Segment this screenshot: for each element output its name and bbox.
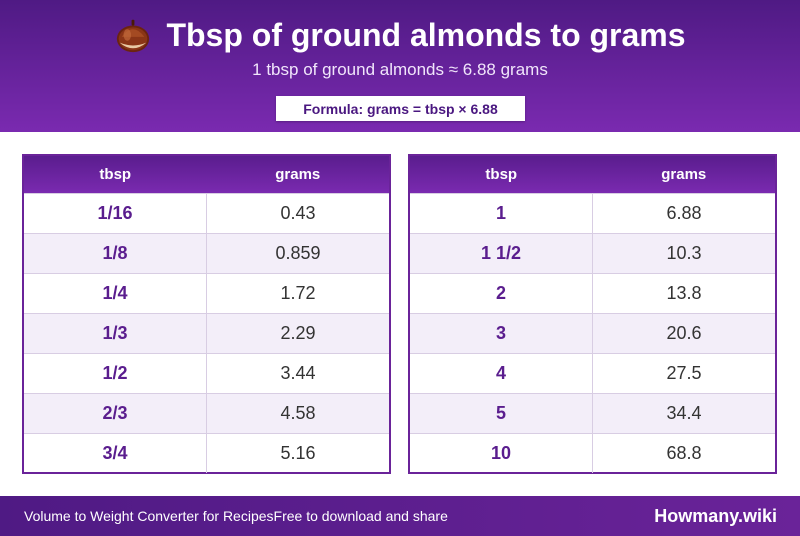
formula-badge: Formula: grams = tbsp × 6.88	[276, 96, 525, 121]
tbsp-cell: 1/4	[24, 274, 207, 313]
tbsp-cell: 2/3	[24, 394, 207, 433]
table-header: tbsp grams	[24, 156, 389, 193]
grams-cell: 68.8	[666, 443, 702, 463]
table-row: 3 20.6	[410, 313, 775, 353]
table-row: 10 68.8	[410, 433, 775, 473]
table-row: 1/2 3.44	[24, 353, 389, 393]
tbsp-cell: 2	[410, 274, 593, 313]
table-row: 2/3 4.58	[24, 393, 389, 433]
tbsp-cell: 3/4	[24, 434, 207, 473]
footer-brand[interactable]: Howmany.wiki	[654, 505, 777, 526]
table-row: 5 34.4	[410, 393, 775, 433]
header-banner: Tbsp of ground almonds to grams 1 tbsp o…	[0, 0, 800, 132]
grams-cell: 0.859	[275, 243, 321, 263]
grams-cell: 34.4	[666, 403, 702, 423]
grams-cell: 0.43	[280, 203, 316, 223]
tbsp-cell: 1	[410, 194, 593, 233]
tbsp-cell: 1/16	[24, 194, 207, 233]
tbsp-cell: 1/3	[24, 314, 207, 353]
grams-cell: 1.72	[280, 283, 316, 303]
grams-cell: 4.58	[280, 403, 316, 423]
table-row: 1/8 0.859	[24, 233, 389, 273]
table-row: 4 27.5	[410, 353, 775, 393]
page-title: Tbsp of ground almonds to grams	[166, 16, 686, 53]
table-row: 3/4 5.16	[24, 433, 389, 473]
tbsp-cell: 1/2	[24, 354, 207, 393]
title-row: Tbsp of ground almonds to grams	[0, 14, 800, 56]
grams-cell: 10.3	[666, 243, 702, 263]
chestnut-icon	[117, 19, 150, 53]
footer-bar: Volume to Weight Converter for Recipes Fr…	[0, 496, 800, 536]
table-row: 1 6.88	[410, 193, 775, 233]
column-header-grams: grams	[661, 166, 707, 183]
grams-cell: 20.6	[666, 323, 702, 343]
footer-text: Volume to Weight Converter for Recipes Fr…	[24, 496, 448, 536]
table-row: 2 13.8	[410, 273, 775, 313]
table-row: 1/3 2.29	[24, 313, 389, 353]
footer-site-description: Volume to Weight Converter for Recipes	[24, 508, 274, 524]
grams-cell: 27.5	[666, 363, 702, 383]
table-row: 1/4 1.72	[24, 273, 389, 313]
table-row: 1/16 0.43	[24, 193, 389, 233]
grams-cell: 6.88	[666, 203, 702, 223]
table-row: 1 1/2 10.3	[410, 233, 775, 273]
table-header: tbsp grams	[410, 156, 775, 193]
column-header-grams: grams	[275, 166, 321, 183]
grams-cell: 13.8	[666, 283, 702, 303]
tbsp-cell: 1/8	[24, 234, 207, 273]
tbsp-cell: 10	[410, 434, 593, 473]
conversion-table-left: tbsp grams 1/16 0.43 1/8 0.859 1/4 1.72 …	[22, 154, 391, 474]
column-header-tbsp: tbsp	[99, 166, 132, 183]
tbsp-cell: 5	[410, 394, 593, 433]
grams-cell: 5.16	[280, 443, 316, 463]
footer-share-note: Free to download and share	[273, 508, 448, 524]
tbsp-cell: 4	[410, 354, 593, 393]
conversion-subtitle: 1 tbsp of ground almonds ≈ 6.88 grams	[252, 60, 548, 79]
tbsp-cell: 3	[410, 314, 593, 353]
grams-cell: 3.44	[280, 363, 316, 383]
conversion-table-right: tbsp grams 1 6.88 1 1/2 10.3 2 13.8 3 20…	[408, 154, 777, 474]
grams-cell: 2.29	[280, 323, 316, 343]
tbsp-cell: 1 1/2	[410, 234, 593, 273]
column-header-tbsp: tbsp	[485, 166, 518, 183]
